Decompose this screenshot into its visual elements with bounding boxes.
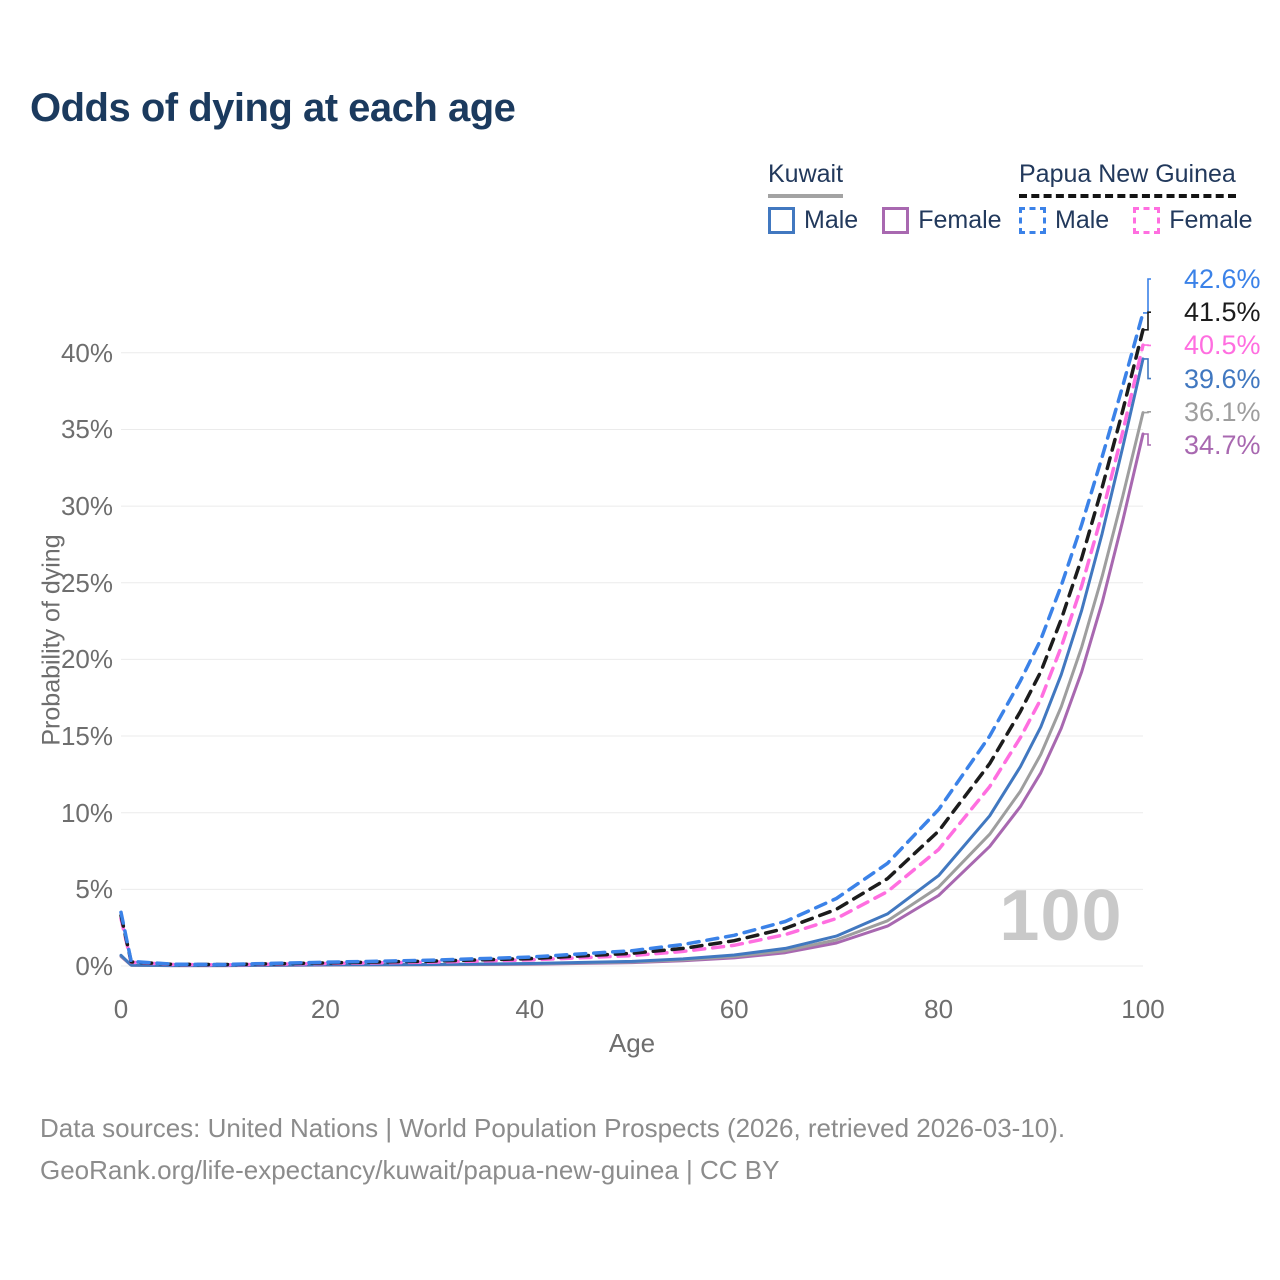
end-label-kuwait-both: 36.1% bbox=[1184, 396, 1261, 427]
papua-new-guinea-flag-icon bbox=[1150, 330, 1180, 360]
end-label-kuwait-female: 34.7% bbox=[1184, 430, 1261, 460]
legend-group-papua-new-guinea: Papua New Guinea Male Female bbox=[1019, 160, 1253, 234]
x-tick-label: 100 bbox=[1121, 994, 1165, 1024]
end-label-connector bbox=[1143, 433, 1151, 446]
age-watermark: 100 bbox=[999, 876, 1123, 956]
x-tick-label: 20 bbox=[310, 994, 340, 1024]
x-tick-label: 80 bbox=[924, 994, 954, 1024]
end-label-connector bbox=[1143, 278, 1151, 314]
y-tick-label: 35% bbox=[60, 414, 113, 445]
legend-country-kuwait: Kuwait bbox=[768, 160, 844, 198]
x-tick-label: 40 bbox=[515, 994, 545, 1024]
legend-country-papua-new-guinea: Papua New Guinea bbox=[1019, 160, 1236, 198]
legend-item-label: Male bbox=[1055, 205, 1110, 234]
y-tick-label: 15% bbox=[60, 721, 113, 752]
png-female-swatch-icon bbox=[1133, 206, 1161, 234]
kuwait-flag-icon bbox=[1150, 430, 1180, 460]
x-tick-label: 0 bbox=[113, 994, 129, 1024]
end-label-png-both: 41.5% bbox=[1184, 297, 1261, 328]
y-tick-label: 20% bbox=[60, 644, 113, 675]
legend-item-png-female[interactable]: Female bbox=[1133, 205, 1253, 234]
kuwait-female-swatch-icon bbox=[882, 206, 910, 234]
kuwait-flag-icon bbox=[1150, 397, 1180, 427]
attribution-line: GeoRank.org/life-expectancy/kuwait/papua… bbox=[40, 1154, 780, 1185]
legend-group-kuwait: Kuwait Male Female bbox=[768, 160, 1002, 234]
series-line-png-male bbox=[119, 311, 1145, 967]
y-tick-label: 40% bbox=[60, 337, 113, 368]
chart-title: Odds of dying at each age bbox=[30, 86, 516, 130]
kuwait-male-swatch-icon bbox=[768, 206, 795, 234]
end-label-connector bbox=[1143, 411, 1151, 414]
series-line-kuwait-male bbox=[119, 357, 1145, 967]
kuwait-flag-icon bbox=[1150, 364, 1180, 394]
y-tick-label: 10% bbox=[60, 797, 113, 828]
png-male-swatch-icon bbox=[1019, 206, 1046, 234]
x-axis-title: Age bbox=[608, 1028, 656, 1058]
legend-item-kuwait-male[interactable]: Male bbox=[768, 205, 859, 234]
y-tick-label: 0% bbox=[75, 951, 113, 981]
legend-item-label: Male bbox=[804, 205, 859, 234]
legend-item-kuwait-female[interactable]: Female bbox=[882, 205, 1002, 234]
y-axis-title: Probability of dying bbox=[37, 534, 66, 746]
series-line-kuwait-female bbox=[119, 432, 1145, 968]
data-sources-line: Data sources: United Nations | World Pop… bbox=[40, 1113, 1066, 1143]
footer-caption: Data sources: United Nations | World Pop… bbox=[40, 1108, 1065, 1191]
legend-item-png-male[interactable]: Male bbox=[1019, 205, 1110, 234]
papua-new-guinea-flag-icon bbox=[1150, 297, 1180, 327]
y-tick-label: 5% bbox=[75, 874, 113, 905]
legend-item-label: Female bbox=[918, 205, 1002, 234]
end-label-png-male: 42.6% bbox=[1184, 264, 1261, 294]
legend-item-label: Female bbox=[1169, 205, 1253, 234]
end-label-connector bbox=[1143, 311, 1151, 331]
x-tick-label: 60 bbox=[719, 994, 749, 1024]
end-label-kuwait-male: 39.6% bbox=[1184, 363, 1261, 394]
end-label-png-female: 40.5% bbox=[1184, 330, 1261, 361]
y-tick-label: 25% bbox=[60, 567, 113, 598]
series-line-png-both bbox=[119, 328, 1145, 967]
papua-new-guinea-flag-icon bbox=[1150, 264, 1180, 294]
series-line-kuwait-both bbox=[119, 411, 1145, 968]
series-line-png-female bbox=[119, 343, 1145, 967]
end-label-connector bbox=[1143, 358, 1151, 380]
y-tick-label: 30% bbox=[60, 491, 113, 522]
